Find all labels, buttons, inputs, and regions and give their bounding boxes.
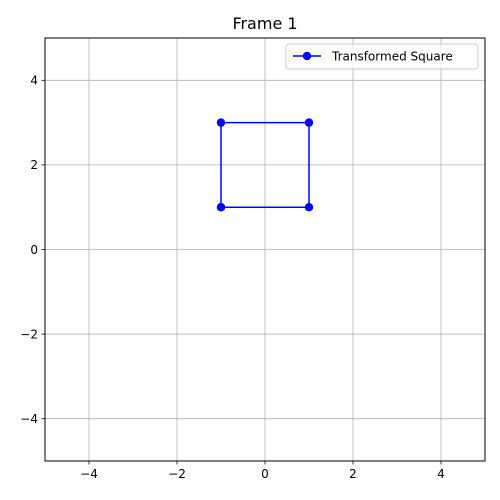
data-point: [216, 203, 226, 212]
data-point: [304, 203, 314, 212]
legend-box: [285, 43, 479, 70]
data-point: [216, 118, 226, 127]
legend: Transformed Square: [285, 43, 479, 70]
data-point: [304, 118, 314, 127]
axis-ticks: −4 −2 0 2 4 −4 −2 0 2 4: [20, 74, 445, 481]
y-tick-label: 2: [30, 158, 38, 172]
y-tick-label: −4: [20, 412, 38, 426]
y-tick-label: 4: [30, 74, 38, 88]
x-tick-label: −2: [168, 467, 186, 481]
x-tick-label: 2: [349, 467, 357, 481]
series-layer: [216, 118, 314, 212]
y-tick-label: 0: [30, 243, 38, 257]
legend-marker-swatch: [302, 51, 312, 61]
x-tick-label: 0: [261, 467, 269, 481]
chart-title: Frame 1: [232, 14, 297, 33]
y-tick-label: −2: [20, 327, 38, 341]
legend-label: Transformed Square: [331, 50, 453, 64]
grid: [45, 38, 485, 461]
x-tick-label: −4: [80, 467, 98, 481]
x-tick-label: 4: [437, 467, 445, 481]
